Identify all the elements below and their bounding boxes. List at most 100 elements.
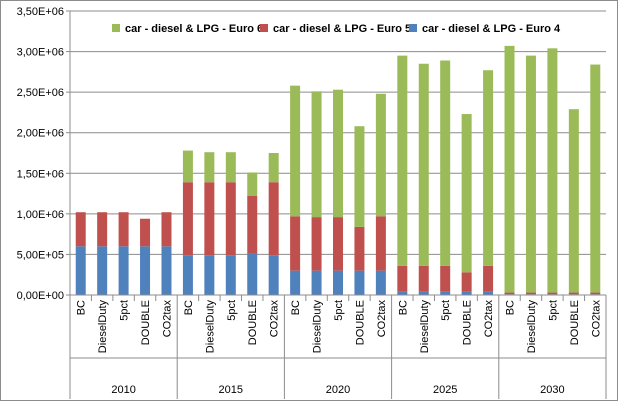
x-category-label: DOUBLE	[140, 300, 152, 345]
x-category-label: DieselDuty	[97, 300, 109, 354]
bar-euro4	[440, 291, 451, 295]
bar-euro5	[461, 272, 472, 292]
bar-euro6	[483, 70, 494, 266]
y-tick-label: 2,00E+06	[17, 128, 64, 140]
bar-euro5	[182, 182, 193, 256]
bar-euro6	[461, 114, 472, 273]
x-category-label: CO2tax	[161, 300, 173, 338]
x-category-label: CO2tax	[483, 300, 495, 338]
legend: car - diesel & LPG - Euro 6 car - diesel …	[112, 23, 561, 35]
bar-euro6	[247, 172, 258, 197]
x-category-label: BC	[76, 300, 88, 315]
bar-euro5	[140, 218, 151, 247]
bar-euro5	[290, 216, 301, 271]
bar-euro4	[268, 255, 279, 295]
bar-euro6	[547, 48, 558, 293]
y-tick-label: 3,50E+06	[17, 6, 64, 18]
x-category-label: BC	[397, 300, 409, 315]
y-tick-label: 2,50E+06	[17, 87, 64, 99]
bar-euro5	[333, 217, 343, 271]
bar-euro5	[483, 265, 494, 292]
x-category-label: BC	[290, 300, 302, 315]
bar-euro6	[290, 85, 301, 217]
bar-euro5	[204, 182, 215, 256]
x-axis: BC DieselDuty 5pct DOUBLE CO2tax 2010 BC Diesel…	[69, 294, 607, 399]
bar-euro4	[354, 270, 365, 295]
bar-euro5	[247, 196, 258, 254]
bar-euro6	[333, 89, 343, 218]
bar-euro6	[354, 126, 365, 227]
legend-label: car - diesel & LPG - Euro 4	[422, 23, 561, 35]
bar-euro4	[483, 291, 494, 295]
x-category-label: 5pct	[547, 300, 559, 321]
legend-swatch	[112, 24, 120, 32]
x-group-label: 2020	[326, 384, 350, 396]
bar-euro5	[97, 212, 108, 247]
bar-euro6	[418, 63, 429, 266]
x-category-label: 5pct	[119, 300, 131, 321]
x-group-label: 2025	[433, 384, 457, 396]
x-category-label: DOUBLE	[462, 300, 474, 345]
bar-euro5	[225, 182, 236, 256]
bar-euro4	[418, 291, 429, 295]
bar-euro4	[397, 291, 408, 295]
bar-euro6	[397, 55, 408, 266]
bar-euro5	[590, 292, 601, 295]
y-tick-label: 1,50E+06	[17, 168, 64, 180]
bar-euro6	[504, 45, 515, 293]
x-category-label: 5pct	[333, 300, 345, 321]
legend-label: car - diesel & LPG - Euro 5	[273, 23, 411, 35]
y-tick-label: 0,00E+00	[17, 290, 64, 302]
bar-euro5	[397, 265, 408, 292]
bar-euro6	[225, 152, 236, 183]
legend-swatch	[260, 24, 268, 32]
y-tick-label: 3,00E+06	[17, 47, 64, 59]
legend-label: car - diesel & LPG - Euro 6	[125, 23, 263, 35]
bar-euro4	[140, 246, 151, 295]
x-category-label: CO2tax	[376, 300, 388, 338]
bar-euro5	[354, 226, 365, 271]
bar-euro5	[568, 292, 579, 295]
bar-euro5	[311, 217, 322, 271]
legend-swatch	[409, 24, 417, 32]
x-category-label: DOUBLE	[354, 300, 366, 345]
x-category-label: DOUBLE	[247, 300, 259, 345]
bar-euro6	[568, 109, 579, 293]
bar-euro4	[375, 270, 386, 295]
bar-euro5	[547, 292, 558, 295]
x-group-label: 2015	[219, 384, 243, 396]
bar-euro6	[525, 55, 536, 293]
x-group-label: 2010	[111, 384, 135, 396]
bar-euro5	[375, 216, 386, 271]
bar-euro5	[504, 292, 515, 295]
x-category-label: DieselDuty	[419, 300, 431, 354]
x-category-label: DOUBLE	[569, 300, 581, 345]
bar-euro5	[161, 212, 172, 247]
bar-euro4	[461, 291, 472, 295]
x-group-label: 2030	[540, 384, 564, 396]
y-axis: 0,00E+00 5,00E+05 1,00E+06 1,50E+06 2,00E+06…	[17, 6, 71, 302]
bar-euro4	[75, 246, 86, 295]
x-category-label: DieselDuty	[526, 300, 538, 354]
x-category-label: DieselDuty	[312, 300, 324, 354]
bar-euro6	[590, 64, 601, 293]
x-category-label: BC	[505, 300, 517, 315]
x-category-label: CO2tax	[269, 300, 281, 338]
bar-euro4	[161, 246, 172, 295]
bar-euro6	[440, 60, 451, 266]
x-category-label: CO2tax	[590, 300, 602, 338]
bar-euro5	[75, 212, 86, 247]
bar-euro6	[375, 93, 386, 217]
bar-euro5	[118, 212, 129, 247]
bar-euro5	[525, 292, 536, 295]
x-category-label: 5pct	[226, 300, 238, 321]
bar-euro4	[225, 255, 236, 295]
bar-euro6	[268, 153, 279, 183]
y-tick-label: 1,00E+06	[17, 209, 64, 221]
bar-euro4	[204, 255, 215, 295]
x-category-label: 5pct	[440, 300, 452, 321]
bar-euro6	[182, 150, 193, 183]
bar-euro5	[440, 265, 451, 292]
